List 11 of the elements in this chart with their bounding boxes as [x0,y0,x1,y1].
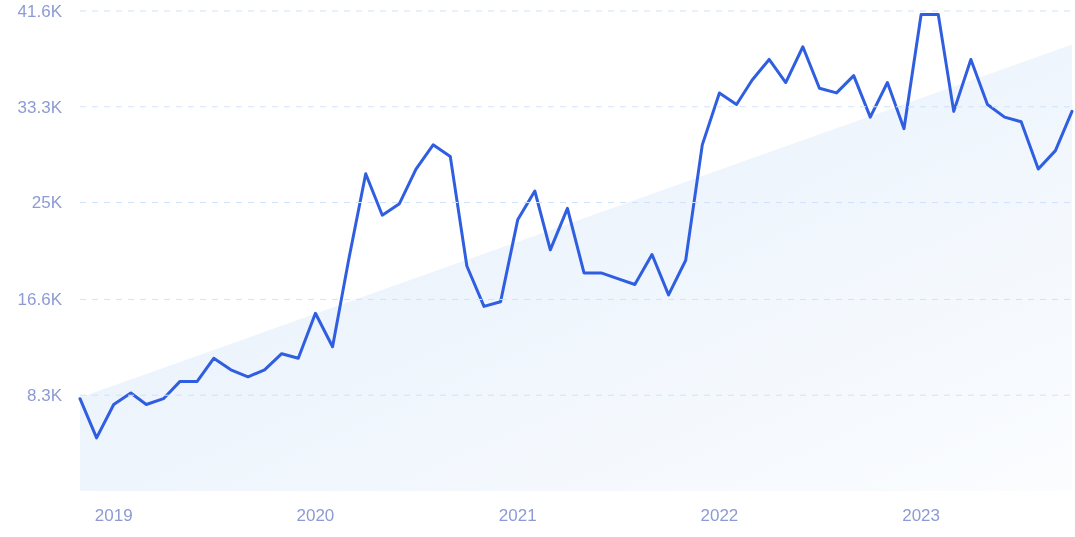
y-tick-label: 33.3K [17,97,63,117]
x-tick-label: 2021 [498,506,537,525]
y-tick-label: 16.6K [17,290,63,310]
y-tick-label: 25K [31,193,63,213]
x-tick-label: 2020 [296,506,335,525]
y-tick-label: 41.6K [17,1,63,21]
y-tick-label: 8.3K [27,386,63,406]
x-tick-label: 2023 [902,506,941,525]
x-tick-label: 2019 [94,506,133,525]
line-series [78,12,1074,440]
x-tick-label: 2022 [700,506,739,525]
